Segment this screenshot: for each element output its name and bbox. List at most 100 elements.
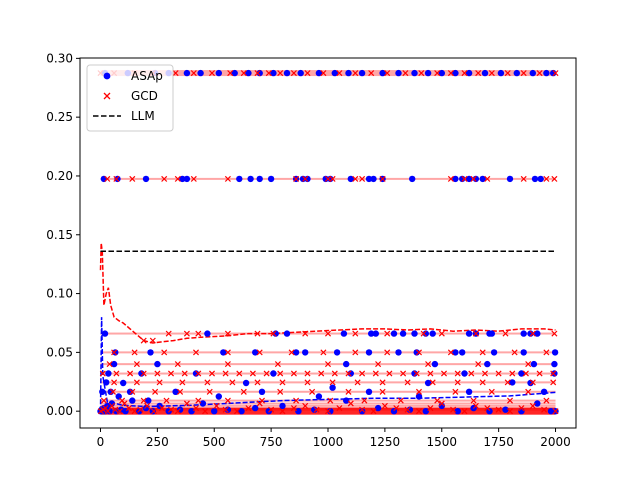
asap-point [497,69,505,77]
asap-point [283,330,291,337]
asap-point [520,349,527,356]
gcd-point [447,70,454,77]
asap-point [379,69,386,77]
y-tick-label: 0.10 [46,287,73,301]
gcd-point [520,70,527,77]
gcd-point [177,388,184,395]
x-tick-label: 2000 [540,435,571,449]
gcd-point [529,402,536,409]
asap-point [409,175,416,183]
x-tick-label: 1250 [370,435,401,449]
gcd-point [227,70,234,77]
asap-point [283,69,291,77]
asap-point [258,388,266,395]
gcd-point [140,397,147,404]
gcd-point [233,408,241,415]
asap-point [518,408,525,415]
gcd-point [229,379,236,386]
asap-point [486,408,493,415]
gcd-point [429,379,436,386]
gcd-point [265,70,272,77]
gcd-point [420,330,427,337]
gcd-point [331,370,338,377]
gcd-point [427,405,434,412]
asap-point [311,406,318,413]
gcd-point [104,408,111,415]
gcd-point [472,402,479,409]
legend-label: LLM [131,109,155,123]
gcd-point [550,379,557,386]
gcd-point [158,405,165,412]
asap-point [197,69,204,77]
density-band-2 [100,407,556,410]
asap-point [304,175,311,183]
gcd-point [304,70,311,77]
gcd-point [324,330,332,337]
gcd-point [434,397,441,404]
gcd-point [329,175,336,182]
density-band-3 [100,404,556,407]
asap-point [147,349,154,356]
gcd-point [279,379,286,386]
x-tick-label: 500 [203,435,226,449]
asap-point [295,408,302,415]
gcd-point [495,406,502,413]
gcd-point [454,370,461,377]
asap-point [270,370,277,377]
gcd-point [511,349,518,356]
gcd-point [509,370,516,377]
gcd-point [192,405,200,412]
gcd-point [404,379,411,386]
gcd-point [345,370,352,377]
density-band-5 [100,399,556,402]
gcd-point [249,370,256,377]
asap-point [149,408,156,415]
gcd-point [452,388,459,395]
asap-point [347,175,354,183]
asap-point [256,175,263,183]
asap-point [479,175,486,183]
gcd-point [224,349,231,356]
gcd-point [208,370,216,377]
gcd-point [352,175,359,182]
gcd-point [529,330,536,337]
gcd-point [190,175,197,182]
gcd-point [384,330,391,337]
gcd-point [224,361,231,368]
gcd-point [245,405,252,412]
gcd-point [254,70,261,77]
gcd-point [174,408,181,415]
asap-point [454,408,461,415]
gcd-point [481,370,489,377]
asap-point [343,360,350,368]
gcd-point [434,70,441,77]
x-tick-label: 1750 [483,435,514,449]
gcd-point [384,70,391,77]
gcd-point [454,379,461,386]
gcd-point [552,70,559,77]
gcd-point [140,370,147,377]
gcd-point [293,175,300,182]
gcd-point [427,370,434,377]
gcd-point [400,370,407,377]
y-axis: 0.00 0.05 0.10 0.15 0.20 0.25 0.30 [46,51,80,418]
gcd-point [488,70,495,77]
asap-point [459,349,466,356]
gcd-point [518,405,525,412]
gcd-point [99,370,106,377]
asap-point [424,69,432,77]
asap-point [422,330,429,337]
gcd-point [137,406,144,413]
gcd-point [133,379,140,386]
asap-point [236,175,243,183]
gcd-point [127,370,134,377]
gcd-point [529,379,536,386]
asap-point [484,360,491,368]
asap-point [179,175,186,183]
asap-point [452,349,459,356]
gcd-point [192,349,200,356]
asap-point [327,408,334,415]
gcd-point [202,408,209,415]
asap-point [411,330,418,337]
gcd-point [415,349,423,356]
